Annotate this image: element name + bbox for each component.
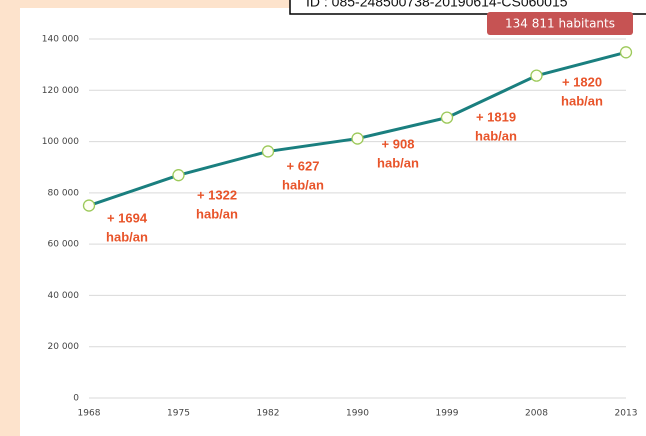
y-tick-label: 60 000 [48,240,80,250]
marker [351,132,364,145]
x-tick-label: 1968 [78,409,101,419]
annotation: + 908 [382,136,415,151]
marker [82,199,96,212]
marker [172,169,185,182]
annotation: + 1322 [197,187,237,202]
marker [619,46,633,59]
marker [261,145,275,158]
y-tick-label: 40 000 [48,291,80,301]
annotation: + 1819 [476,109,516,124]
annotation: hab/an [377,155,419,170]
value-label-box [487,12,633,35]
id-stamp: ID : 085-248500738-20190614-CS060015 [306,0,568,10]
x-tick-label: 2008 [525,409,548,419]
annotation: hab/an [282,177,324,192]
marker [530,69,543,82]
panel [20,8,646,436]
marker [440,111,454,124]
y-tick-label: 120 000 [42,86,79,96]
y-tick-label: 20 000 [48,342,80,352]
x-tick-label: 1975 [167,409,190,419]
x-tick-label: 1990 [346,409,369,419]
x-tick-label: 2013 [615,409,638,419]
annotation: + 1820 [562,74,602,89]
annotation: hab/an [561,93,603,108]
y-tick-label: 140 000 [42,35,79,45]
y-tick-label: 0 [73,394,79,404]
annotation: hab/an [475,128,517,143]
annotation: hab/an [196,206,238,221]
id-box [289,0,646,15]
y-tick-label: 80 000 [48,188,80,198]
y-tick-label: 100 000 [42,137,79,147]
annotation: + 627 [287,158,320,173]
x-tick-label: 1982 [257,409,280,419]
annotation: + 1694 [107,210,148,225]
x-tick-label: 1999 [436,409,459,419]
annotation: hab/an [106,229,148,244]
value-label: 134 811 habitants [505,17,615,31]
